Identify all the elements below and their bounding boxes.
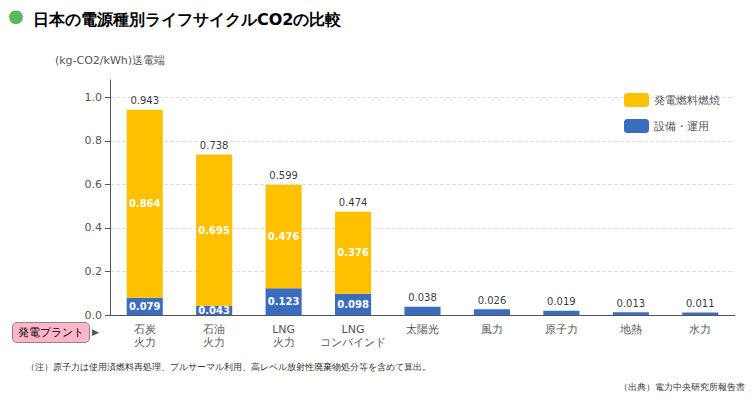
svg-text:▶: ▶: [92, 327, 99, 337]
svg-text:0.943: 0.943: [130, 95, 159, 106]
svg-text:（注）原子力は使用済燃料再処理、プルサーマル利用、高レベル放: （注）原子力は使用済燃料再処理、プルサーマル利用、高レベル放射性廃棄物処分等を含…: [26, 362, 431, 372]
svg-text:0.079: 0.079: [129, 301, 161, 312]
svg-text:0.026: 0.026: [478, 295, 507, 306]
svg-text:0.038: 0.038: [408, 292, 437, 303]
svg-text:火力: 火力: [273, 336, 295, 349]
svg-text:0.474: 0.474: [339, 197, 368, 208]
svg-text:石炭: 石炭: [134, 323, 156, 336]
svg-text:0.123: 0.123: [268, 296, 300, 307]
svg-text:1.0: 1.0: [85, 91, 103, 104]
svg-text:設備・運用: 設備・運用: [654, 120, 709, 133]
svg-text:0.013: 0.013: [617, 298, 646, 309]
svg-text:0.6: 0.6: [85, 178, 103, 191]
svg-text:0.864: 0.864: [129, 198, 161, 209]
svg-text:水力: 水力: [689, 323, 711, 336]
svg-text:地熱: 地熱: [619, 323, 642, 336]
svg-text:0.376: 0.376: [337, 247, 369, 258]
svg-text:0.4: 0.4: [85, 221, 103, 234]
svg-text:0.8: 0.8: [85, 134, 103, 147]
svg-text:石油: 石油: [203, 323, 225, 336]
svg-text:0.599: 0.599: [269, 170, 298, 181]
svg-text:0.098: 0.098: [337, 299, 369, 310]
svg-text:コンバインド: コンバインド: [320, 336, 386, 349]
svg-text:0.043: 0.043: [198, 305, 230, 316]
svg-text:発電プラント: 発電プラント: [18, 326, 84, 339]
svg-text:LNG: LNG: [342, 323, 365, 336]
svg-text:火力: 火力: [203, 336, 225, 349]
svg-text:(kg-CO2/kWh)送電端: (kg-CO2/kWh)送電端: [55, 54, 165, 67]
svg-text:●: ●: [8, 5, 24, 26]
svg-text:0.0: 0.0: [85, 309, 103, 322]
svg-text:0.738: 0.738: [200, 140, 229, 151]
svg-text:（出典）電力中央研究所報告書: （出典）電力中央研究所報告書: [619, 382, 745, 392]
svg-text:0.2: 0.2: [85, 265, 103, 278]
svg-text:LNG: LNG: [272, 323, 295, 336]
svg-text:0.019: 0.019: [547, 296, 576, 307]
svg-text:原子力: 原子力: [545, 323, 578, 336]
svg-text:0.476: 0.476: [268, 231, 300, 242]
svg-text:日本の電源種別ライフサイクルCO2の比較: 日本の電源種別ライフサイクルCO2の比較: [33, 10, 342, 29]
svg-text:火力: 火力: [134, 336, 156, 349]
svg-text:風力: 風力: [481, 323, 503, 336]
svg-text:発電燃料燃焼: 発電燃料燃焼: [654, 94, 720, 107]
svg-text:太陽光: 太陽光: [406, 323, 439, 336]
svg-text:0.011: 0.011: [686, 298, 715, 309]
svg-text:0.695: 0.695: [198, 225, 230, 236]
